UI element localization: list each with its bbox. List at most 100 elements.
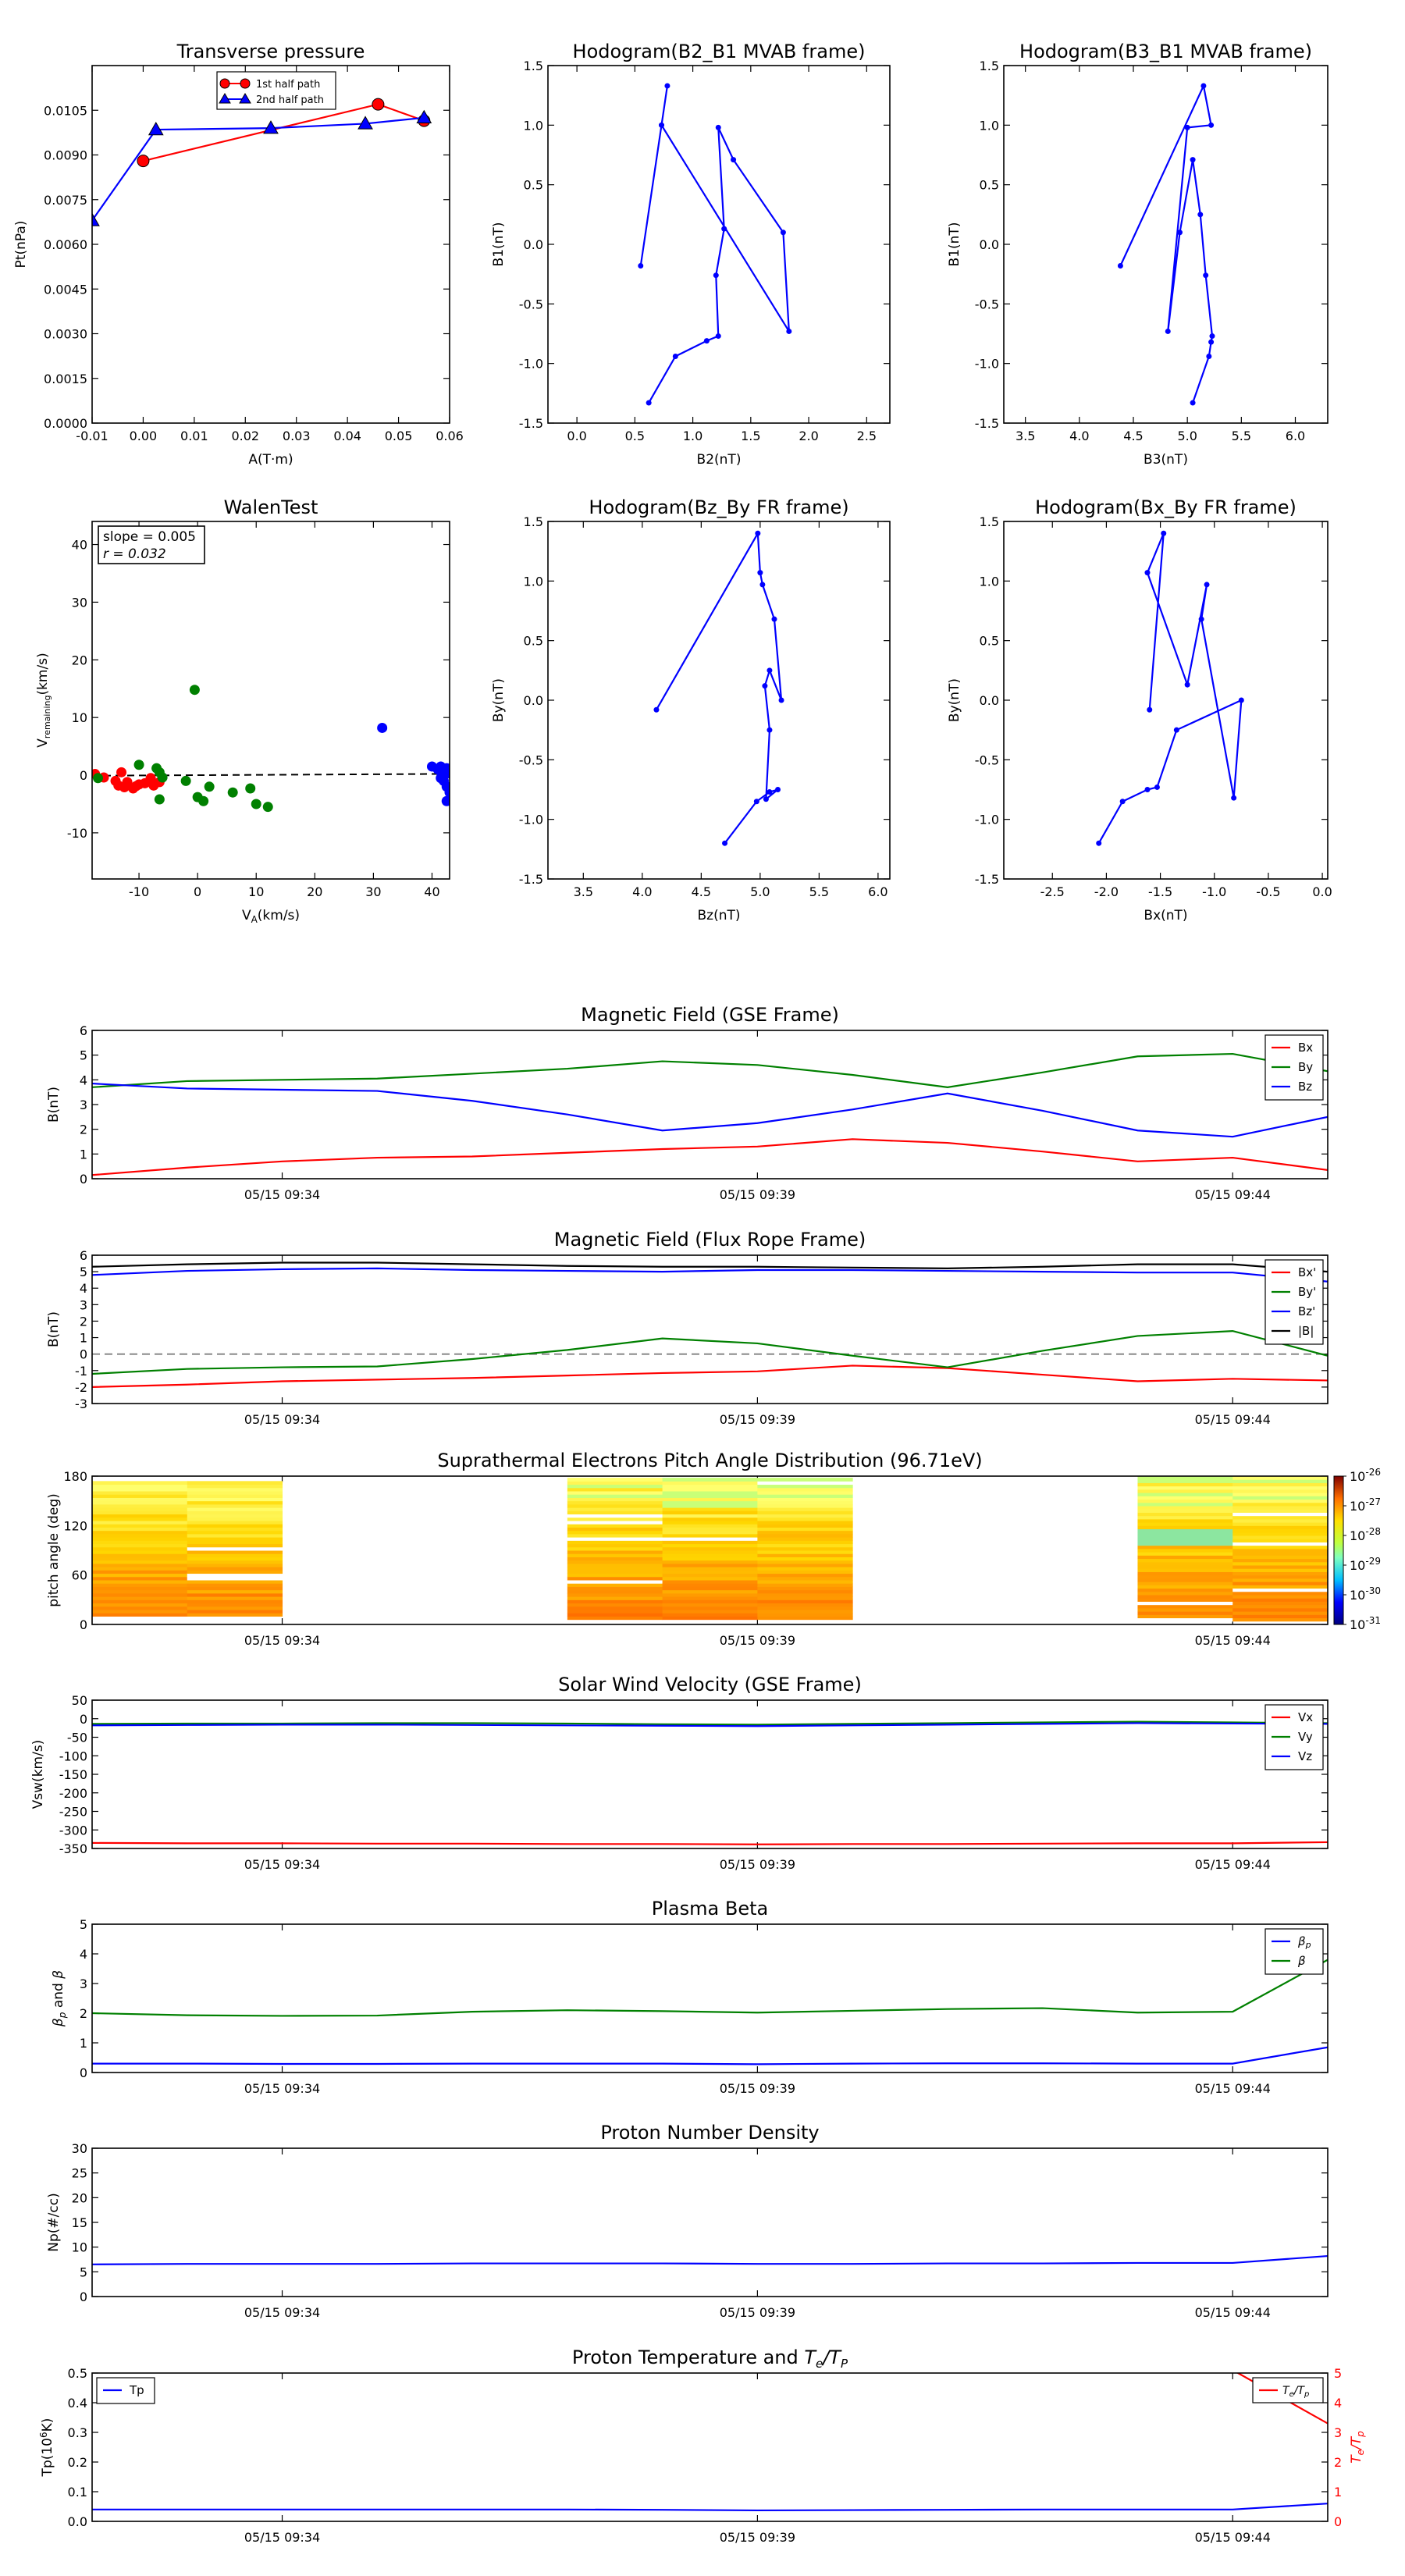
heatmap-cell: [567, 1610, 663, 1614]
slope-text: slope = 0.005: [103, 529, 196, 545]
x-tick-label: 0.05: [385, 429, 413, 443]
data-point: [227, 787, 238, 798]
plot-frame: [547, 521, 891, 880]
heatmap-cell: [567, 1553, 663, 1557]
heatmap-cell: [1232, 1604, 1328, 1609]
heatmap-cell: [757, 1500, 853, 1505]
heatmap-cell: [567, 1570, 663, 1574]
y-tick-label: 3: [80, 1098, 87, 1112]
x-axis-label: B2(nT): [697, 452, 742, 468]
y-tick-label: -1.0: [975, 813, 999, 827]
x-tick-label: 5.0: [1177, 429, 1197, 443]
heatmap-cell: [1137, 1489, 1233, 1493]
data-point: [1165, 328, 1171, 334]
heatmap-cell: [187, 1613, 283, 1617]
heatmap-cell: [567, 1537, 663, 1541]
y-tick-label: 50: [72, 1693, 87, 1708]
heatmap-cell: [187, 1550, 283, 1554]
heatmap-cell: [187, 1494, 283, 1498]
panel-title: Magnetic Field (Flux Rope Frame): [554, 1229, 866, 1251]
data-point: [778, 697, 784, 703]
x-tick-label: 30: [365, 884, 381, 899]
y-tick-label: 6: [80, 1248, 87, 1263]
heatmap-cell: [92, 1503, 188, 1508]
heatmap-cell: [567, 1563, 663, 1567]
y-tick-label: 0.0060: [44, 237, 87, 252]
heatmap-cell: [1232, 1493, 1328, 1496]
data-point: [204, 781, 215, 792]
heatmap-cell: [757, 1530, 853, 1535]
heatmap-cell: [92, 1533, 188, 1538]
y-tick-label: 1.5: [524, 59, 543, 73]
heatmap-cell: [1232, 1522, 1328, 1526]
heatmap-cell: [92, 1524, 188, 1528]
heatmap-cell: [1137, 1601, 1233, 1606]
heatmap-cell: [1232, 1532, 1328, 1536]
heatmap-cell: [757, 1560, 853, 1564]
y-tick-label: -0.5: [519, 297, 543, 311]
data-point: [444, 768, 450, 779]
heatmap-cell: [567, 1596, 663, 1600]
panel-bfr: Magnetic Field (Flux Rope Frame) B(nT) -3 -…: [46, 1229, 1329, 1427]
heatmap-cell: [662, 1606, 758, 1610]
heatmap-cell: [1137, 1548, 1233, 1553]
heatmap-cell: [187, 1517, 283, 1521]
x-tick-label: 20: [307, 884, 322, 899]
y-tick-label: 4: [80, 1073, 87, 1087]
heatmap-cell: [1137, 1585, 1233, 1589]
series-line: [143, 103, 425, 162]
heatmap-cell: [1232, 1525, 1328, 1530]
plot-frame: [91, 1254, 1329, 1404]
heatmap-cell: [662, 1521, 758, 1525]
series-line: [92, 1722, 1328, 1727]
x-tick-label: 0: [194, 884, 201, 899]
heatmap-cell: [1137, 1545, 1233, 1550]
x-tick-label: 0.0: [567, 429, 586, 443]
data-point: [180, 775, 191, 786]
data-point: [767, 789, 773, 795]
heatmap-cell: [187, 1586, 283, 1591]
heatmap-cell: [1137, 1555, 1233, 1560]
data-point: [416, 109, 432, 124]
data-point: [731, 157, 737, 163]
heatmap-cell: [92, 1537, 188, 1541]
y-tick-label: 2: [80, 2006, 87, 2021]
heatmap-cell: [1137, 1525, 1233, 1530]
y-tick-label: 0: [80, 768, 87, 783]
x-axis-label: VA(km/s): [242, 908, 300, 925]
heatmap-cell: [1232, 1555, 1328, 1560]
legend-label: Vx: [1298, 1710, 1313, 1724]
series-line: [92, 1261, 1328, 1273]
heatmap-cell: [757, 1603, 853, 1607]
y-tick-label: 5: [80, 1265, 87, 1279]
heatmap-cell: [1232, 1598, 1328, 1602]
heatmap-cell: [1137, 1522, 1233, 1526]
y-axis-label: B(nT): [46, 1311, 62, 1347]
heatmap-cell: [187, 1491, 283, 1495]
heatmap-cell: [757, 1497, 853, 1502]
heatmap-cell: [757, 1537, 853, 1541]
heatmap-cell: [92, 1540, 188, 1545]
data-point: [755, 530, 761, 536]
heatmap-cell: [1137, 1565, 1233, 1569]
heatmap-cell: [1137, 1558, 1233, 1563]
legend: Bx' By' Bz' |B|: [1264, 1259, 1324, 1345]
y-tick-label: 30: [72, 595, 87, 610]
heatmap-cell: [187, 1580, 283, 1584]
heatmap-cell: [567, 1613, 663, 1617]
y-tick-label: 5: [80, 1917, 87, 1932]
series-line: [92, 1364, 1328, 1388]
panel-np: Proton Number Density Np(#/cc) 0 5 10 15 20 25 3…: [46, 2122, 1329, 2320]
heatmap-cell: [1232, 1591, 1328, 1596]
data-point: [1209, 333, 1215, 340]
x-tick-label: 05/15 09:44: [1195, 1412, 1271, 1427]
y2-tick-label: 1: [1334, 2485, 1342, 2500]
heatmap-cell: [1137, 1535, 1233, 1539]
y-tick-label: 2: [80, 1314, 87, 1329]
heatmap-cell: [92, 1592, 188, 1597]
heatmap-cell: [187, 1557, 283, 1561]
series-line: [92, 1082, 1328, 1138]
heatmap-cell: [757, 1613, 853, 1617]
panel-title: Solar Wind Velocity (GSE Frame): [558, 1674, 862, 1695]
data-point: [715, 333, 721, 340]
